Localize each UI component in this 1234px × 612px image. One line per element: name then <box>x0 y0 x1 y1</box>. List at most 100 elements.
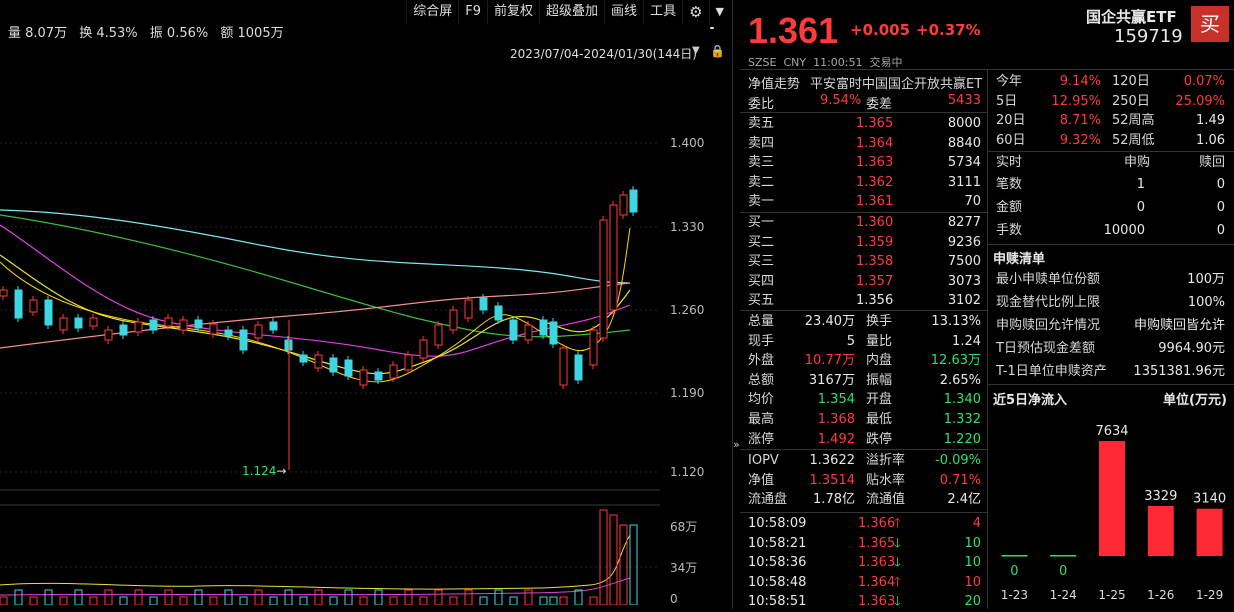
candle-body <box>194 319 203 329</box>
nav-trend-link[interactable]: 净值走势 <box>748 77 801 92</box>
volume-bar <box>589 596 598 605</box>
stats-row: 量 8.07万 换 4.53% 振 0.56% 额 1005万 <box>8 22 292 41</box>
chevron-down-icon[interactable]: ▼ <box>708 0 730 24</box>
candle-body <box>494 305 503 321</box>
bid-price: 1.356 <box>856 293 894 309</box>
stat-amplitude: 振 0.56% <box>149 26 209 41</box>
tick-price: 1.365 <box>858 535 896 551</box>
volume-bar <box>209 596 218 605</box>
candle-body <box>619 194 628 216</box>
toolbar-tools[interactable]: 工具 <box>643 0 682 24</box>
redeem-value: 0 <box>1216 199 1225 215</box>
perf-value: 1.06 <box>1196 132 1225 148</box>
perf-value: 12.95% <box>1051 93 1101 109</box>
stat-value: 10.77万 <box>804 353 855 369</box>
volume-bar <box>254 589 263 605</box>
volume-bar <box>359 596 368 605</box>
perf-label: 60日 <box>996 132 1026 148</box>
volume-bar <box>0 596 8 605</box>
perf-value: 9.14% <box>1059 74 1101 89</box>
stat-label: 总量 <box>748 314 775 329</box>
candle-body <box>119 324 128 336</box>
iopv-stats: IOPV 1.3622 溢折率 -0.09% 净值 1.3514 贴水率 0.71% 流通盘 1.… <box>748 451 983 510</box>
stat-value: 12.63万 <box>930 353 981 369</box>
redeem-label: 金额 <box>996 199 1023 215</box>
inflow-bar <box>1099 441 1125 556</box>
inflow-unit: 单位(万元) <box>1163 393 1227 408</box>
volume-bar <box>374 589 383 605</box>
toolbar-composite-screen[interactable]: 综合屏 <box>406 0 458 24</box>
ask-volume: 8000 <box>947 116 981 131</box>
candle-body <box>149 319 158 331</box>
candle-body <box>224 329 233 337</box>
stat-value: 5 <box>846 333 855 349</box>
stat-amount: 额 1005万 <box>220 26 284 41</box>
bid-price: 1.360 <box>856 214 894 230</box>
ask-row: 卖四 1.364 8840 <box>748 134 983 154</box>
volume-bar <box>419 596 428 605</box>
inflow-value-label: 3140 <box>1193 492 1226 507</box>
divider <box>740 449 987 450</box>
candle-body <box>374 371 383 381</box>
vol-tick: 34万 <box>670 561 698 575</box>
inflow-value-label: 0 <box>1010 564 1018 579</box>
inflow-value-label: 3329 <box>1144 489 1177 504</box>
inflow-category-label: 1-29 <box>1196 588 1223 602</box>
lock-icon[interactable]: 🔒 <box>710 44 725 58</box>
redeem-list-value: 100万 <box>1187 272 1225 287</box>
candle-body <box>269 321 278 331</box>
inflow-title: 近5日净流入 <box>993 393 1068 408</box>
iopv-value: 1.3514 <box>809 472 856 488</box>
stat-value: 13.13% <box>931 314 981 329</box>
bid-label: 买三 <box>748 254 775 270</box>
perf-row: 今年 9.14% 120日 0.07% <box>996 72 1229 92</box>
perf-value: 1.49 <box>1196 113 1225 129</box>
triangle-down-icon[interactable]: ▼ <box>692 45 700 56</box>
redeem-label: 手数 <box>996 222 1023 238</box>
kline-chart-area[interactable]: 综合屏 F9 前复权 超级叠加 画线 工具 ⚙ ▼ 量 8.07万 换 4.53… <box>0 0 740 609</box>
stat-label: 总额 <box>748 372 775 388</box>
volume-bar <box>404 589 413 605</box>
redeem-value: 0 <box>1216 222 1225 238</box>
stat-value: 1.340 <box>943 392 981 408</box>
volume-bar <box>549 596 558 605</box>
expand-panel-icon[interactable]: » <box>733 438 740 451</box>
redeem-value: 0 <box>1216 176 1225 192</box>
divider <box>988 151 1234 152</box>
inflow-bar <box>1147 505 1174 556</box>
stat-value: 1.492 <box>817 431 855 447</box>
bid-volume: 9236 <box>947 234 981 250</box>
stat-row: 总额 3167万 振幅 2.65% <box>748 371 983 391</box>
iopv-value: -0.09% <box>935 453 981 468</box>
tick-time: 10:58:48 <box>748 574 807 590</box>
gear-icon[interactable]: ⚙ <box>682 0 708 24</box>
toolbar-forward-adjust[interactable]: 前复权 <box>487 0 539 24</box>
iopv-label: 贴水率 <box>866 472 906 488</box>
inflow-value-label: 0 <box>1059 564 1067 579</box>
toolbar-f9[interactable]: F9 <box>458 0 487 24</box>
volume-bar <box>509 596 518 605</box>
inflow-bar <box>1196 508 1223 556</box>
toolbar-super-overlay[interactable]: 超级叠加 <box>539 0 604 24</box>
header-cell: 申购 <box>1124 155 1151 170</box>
redeem-row: 手数 10000 0 <box>996 219 1229 242</box>
ask-row: 卖三 1.363 5734 <box>748 153 983 173</box>
redeem-list-label: T-1日单位申赎资产 <box>996 364 1107 379</box>
buy-button[interactable]: 买 <box>1191 6 1229 42</box>
volume-bar <box>179 596 188 605</box>
perf-label: 52周低 <box>1112 132 1155 148</box>
candle-body <box>44 299 53 326</box>
stat-label: 开盘 <box>866 392 893 408</box>
tick-row: 10:58:36 1.363 🡓 10 <box>748 553 983 573</box>
toolbar-draw-line[interactable]: 画线 <box>604 0 643 24</box>
divider <box>740 512 987 513</box>
candle-body <box>599 219 608 339</box>
tick-volume: 10 <box>964 555 981 571</box>
inflow-category-label: 1-26 <box>1147 588 1174 602</box>
volume-bar <box>59 596 68 605</box>
wp-badge[interactable] <box>710 27 714 29</box>
tick-time: 10:58:09 <box>748 516 807 531</box>
candle-body <box>329 357 338 373</box>
kline-svg[interactable] <box>0 60 660 605</box>
stat-value: 23.40万 <box>804 314 855 329</box>
